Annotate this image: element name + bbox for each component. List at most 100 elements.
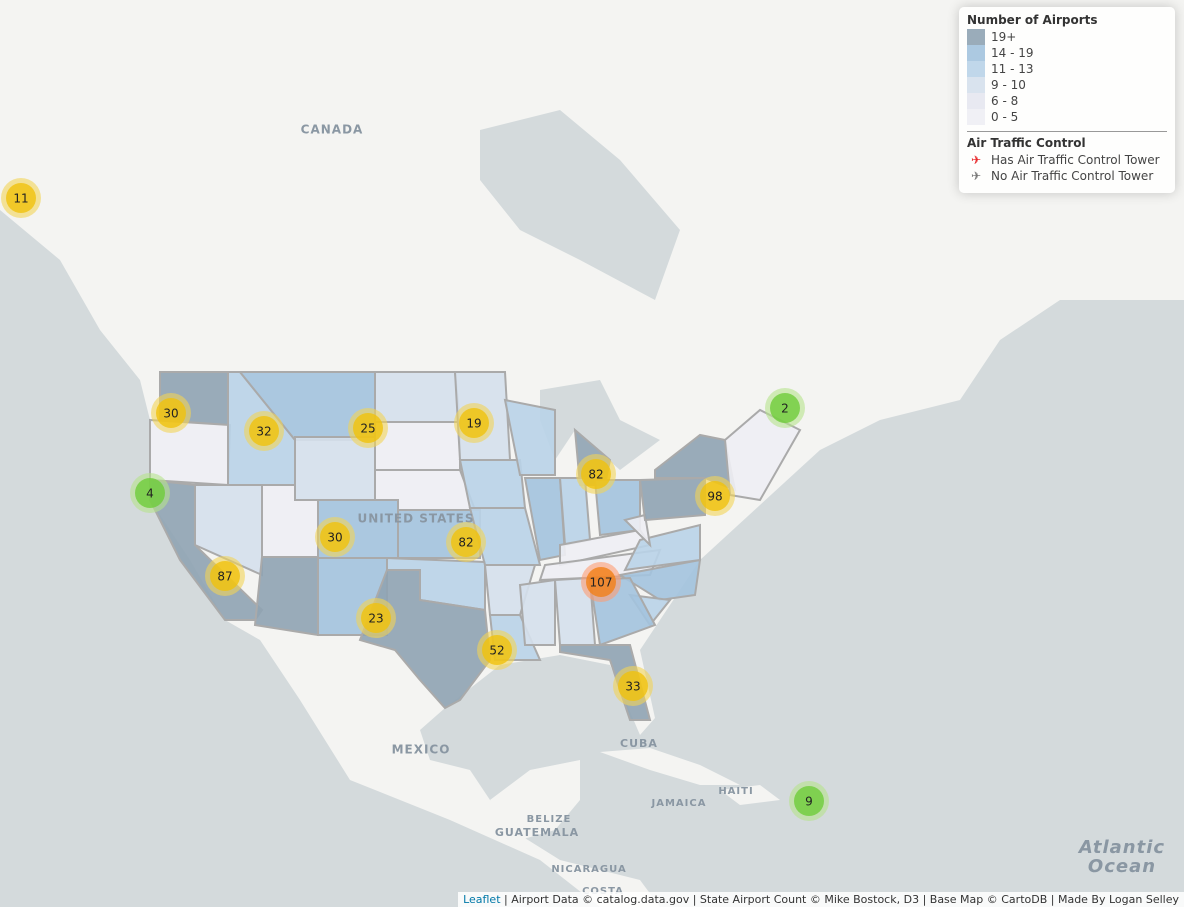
cluster[interactable]: 30 [151, 393, 191, 433]
state [458, 459, 527, 509]
attribution: Leaflet | Airport Data © catalog.data.go… [458, 892, 1184, 907]
hispaniola [720, 785, 780, 805]
great-lakes [540, 380, 660, 470]
cluster[interactable]: 82 [446, 522, 486, 562]
cluster-count: 32 [256, 425, 271, 439]
cluster-core [361, 603, 391, 633]
hudson-bay [480, 110, 680, 300]
place-label: COSTA [582, 886, 624, 897]
state [358, 569, 492, 710]
legend-row: ✈ Has Air Traffic Control Tower [967, 152, 1167, 168]
leaflet-link[interactable]: Leaflet [463, 893, 501, 906]
legend-title: Number of Airports [967, 13, 1098, 27]
plane-icon: ✈ [970, 153, 982, 167]
cluster-count: 25 [360, 422, 375, 436]
cluster[interactable]: 87 [205, 556, 245, 596]
place-label: BELIZE [527, 814, 572, 825]
cluster-count: 2 [781, 402, 789, 416]
cluster[interactable]: 82 [576, 454, 616, 494]
cluster-core [459, 408, 489, 438]
place-label: Ocean [1088, 856, 1156, 877]
cluster-core [700, 481, 730, 511]
state [374, 371, 462, 423]
legend-label: 0 - 5 [991, 110, 1019, 124]
place-label: CANADA [301, 123, 364, 137]
legend-label: 19+ [991, 30, 1017, 44]
legend-row: 9 - 10 [967, 77, 1167, 93]
cluster-count: 19 [466, 417, 481, 431]
cluster[interactable]: 33 [613, 666, 653, 706]
cluster-count: 4 [146, 487, 154, 501]
place-label: CUBA [620, 737, 658, 750]
cluster-core [482, 635, 512, 665]
cluster-core [581, 459, 611, 489]
legend-swatch [967, 77, 985, 93]
cluster-count: 52 [489, 644, 504, 658]
state [518, 578, 556, 646]
legend-label: Has Air Traffic Control Tower [991, 153, 1160, 167]
place-label: Atlantic [1077, 837, 1165, 858]
cluster[interactable]: 11 [1, 178, 41, 218]
yucatan [490, 760, 580, 840]
cluster-core [586, 567, 616, 597]
state [623, 523, 701, 572]
cluster[interactable]: 2 [765, 388, 805, 428]
separator [967, 131, 1167, 132]
cluster-core [770, 393, 800, 423]
legend-row: 11 - 13 [967, 61, 1167, 77]
cluster-count: 23 [368, 612, 383, 626]
state [623, 513, 652, 548]
cluster[interactable]: 19 [454, 403, 494, 443]
cluster[interactable]: 32 [244, 411, 284, 451]
legend-row: 6 - 8 [967, 93, 1167, 109]
state [503, 398, 556, 476]
legend-swatch [967, 109, 985, 125]
cluster-count: 33 [625, 680, 640, 694]
cluster[interactable]: 25 [348, 408, 388, 448]
cluster-count: 11 [13, 192, 28, 206]
cluster-count: 30 [163, 407, 178, 421]
place-label: JAMAICA [651, 798, 707, 809]
legend-row: 14 - 19 [967, 45, 1167, 61]
cluster-count: 98 [707, 490, 722, 504]
cluster[interactable]: 52 [477, 630, 517, 670]
cluster[interactable]: 98 [695, 476, 735, 516]
place-label: UNITED STATES [357, 512, 474, 526]
pacific [0, 210, 600, 907]
cluster[interactable]: 9 [789, 781, 829, 821]
place-label: NICARAGUA [551, 864, 626, 875]
cluster-core [320, 522, 350, 552]
cluster[interactable]: 107 [581, 562, 621, 602]
plane-icon: ✈ [970, 169, 982, 183]
legend-swatch [967, 45, 985, 61]
cluster-count: 87 [217, 570, 232, 584]
legend-row: ✈ No Air Traffic Control Tower [967, 168, 1167, 184]
legend-label: 6 - 8 [991, 94, 1019, 108]
legend: Number of Airports 19+ 14 - 19 11 - 13 9 - … [959, 7, 1175, 193]
cluster[interactable]: 30 [315, 517, 355, 557]
cluster-core [156, 398, 186, 428]
cluster-core [618, 671, 648, 701]
legend-label: 9 - 10 [991, 78, 1026, 92]
place-label: GUATEMALA [495, 826, 579, 839]
cluster-count: 82 [588, 468, 603, 482]
legend-label: 14 - 19 [991, 46, 1034, 60]
state [617, 558, 702, 602]
legend-row: 0 - 5 [967, 109, 1167, 125]
cluster[interactable]: 23 [356, 598, 396, 638]
cluster-core [451, 527, 481, 557]
legend-label: No Air Traffic Control Tower [991, 169, 1154, 183]
cluster-count: 107 [590, 576, 613, 590]
attribution-text: | Airport Data © catalog.data.gov | Stat… [504, 893, 1179, 906]
cluster[interactable]: 4 [130, 473, 170, 513]
cluster-core [353, 413, 383, 443]
legend-swatch [967, 61, 985, 77]
cluster-core [135, 478, 165, 508]
atc-title: Air Traffic Control [967, 136, 1086, 150]
cluster-count: 82 [458, 536, 473, 550]
cluster-count: 30 [327, 531, 342, 545]
place-label: HAITI [718, 786, 753, 797]
legend-swatch [967, 29, 985, 45]
cluster-core [794, 786, 824, 816]
legend-row: 19+ [967, 29, 1167, 45]
